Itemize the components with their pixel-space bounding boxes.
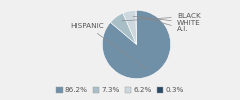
Legend: 86.2%, 7.3%, 6.2%, 0.3%: 86.2%, 7.3%, 6.2%, 0.3%: [53, 84, 187, 96]
Text: A.I.: A.I.: [139, 16, 188, 32]
Text: HISPANIC: HISPANIC: [70, 23, 146, 69]
Text: WHITE: WHITE: [133, 16, 201, 26]
Wedge shape: [136, 10, 137, 44]
Wedge shape: [102, 10, 171, 79]
Wedge shape: [123, 10, 137, 44]
Wedge shape: [110, 13, 137, 44]
Text: BLACK: BLACK: [122, 13, 201, 21]
